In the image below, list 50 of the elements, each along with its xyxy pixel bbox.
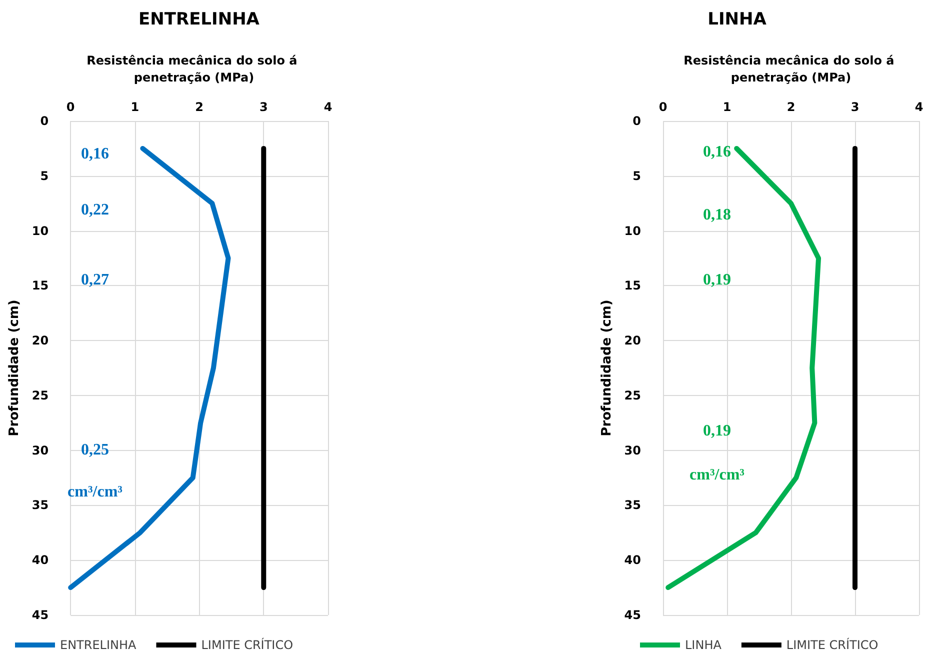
y-tick-label: 15 <box>624 278 641 293</box>
x-tick-label: 1 <box>130 100 140 114</box>
annotation: 0,16 <box>81 146 109 162</box>
y-tick-label: 20 <box>32 334 49 348</box>
annotation: 0,22 <box>81 202 109 218</box>
legend-label: LINHA <box>685 638 722 652</box>
legend-label: LIMITE CRÍTICO <box>201 637 294 652</box>
x-axis-title: Resistência mecânica do solo á penetração (MPa) <box>684 54 898 84</box>
x-tick-label: 3 <box>850 100 860 114</box>
y-tick-label: 40 <box>624 553 641 568</box>
y-tick-label: 30 <box>624 443 641 458</box>
y-tick-label: 25 <box>32 388 49 402</box>
y-tick-label: 35 <box>624 498 641 512</box>
y-tick-label: 40 <box>32 553 49 568</box>
annotation: 0,16 <box>703 144 731 160</box>
x-tick-label: 4 <box>324 100 332 114</box>
x-axis-title: Resistência mecânica do solo á penetração (MPa) <box>86 54 302 84</box>
chart-title: LINHA <box>708 10 768 30</box>
annotation: 0,18 <box>703 206 731 224</box>
annotation: 0,19 <box>703 422 731 440</box>
y-tick-label: 15 <box>32 278 49 293</box>
y-tick-label: 0 <box>632 114 641 128</box>
x-tick-label: 2 <box>786 100 796 114</box>
y-tick-label: 5 <box>632 168 641 183</box>
y-tick-label: 45 <box>32 608 49 622</box>
annotation: cm³/cm³ <box>68 484 123 500</box>
x-tick-label: 2 <box>195 100 204 114</box>
annotation: 0,27 <box>81 272 109 288</box>
x-tick-label: 0 <box>658 100 668 114</box>
annotation: cm³/cm³ <box>690 466 745 484</box>
x-tick-label: 1 <box>722 100 732 114</box>
x-tick-label: 4 <box>914 100 924 114</box>
legend-label: ENTRELINHA <box>60 638 138 652</box>
annotation: 0,25 <box>81 442 109 458</box>
y-tick-label: 10 <box>32 224 49 238</box>
y-axis-title: Profundidade (cm) <box>7 300 22 436</box>
chart-title: ENTRELINHA <box>138 10 260 30</box>
y-tick-label: 0 <box>40 114 49 128</box>
y-tick-label: 30 <box>32 443 49 458</box>
y-tick-label: 20 <box>624 334 641 348</box>
y-tick-label: 5 <box>40 168 49 183</box>
legend-label: LIMITE CRÍTICO <box>786 637 878 652</box>
y-tick-label: 35 <box>32 498 49 512</box>
y-tick-label: 10 <box>624 224 641 238</box>
y-tick-label: 25 <box>624 388 641 402</box>
annotation: 0,19 <box>703 272 731 288</box>
y-axis-title: Profundidade (cm) <box>599 300 614 436</box>
y-tick-label: 45 <box>624 608 641 622</box>
x-tick-label: 0 <box>66 100 75 114</box>
x-tick-label: 3 <box>259 100 268 114</box>
